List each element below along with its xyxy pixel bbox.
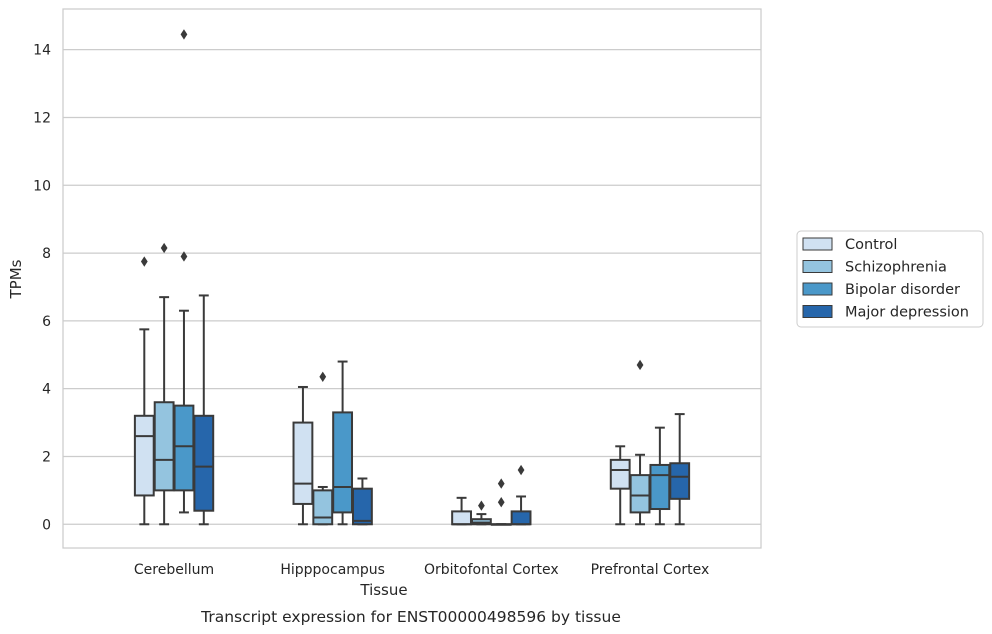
legend-swatch bbox=[802, 282, 833, 296]
x-tick-label: Hipppocampus bbox=[280, 562, 385, 578]
box-group bbox=[490, 478, 512, 526]
x-tick-label: Prefrontal Cortex bbox=[591, 562, 710, 578]
x-tick-label: Orbitofontal Cortex bbox=[424, 562, 559, 578]
box-group bbox=[173, 29, 195, 514]
legend-swatch bbox=[802, 260, 833, 273]
y-tick-label: 2 bbox=[42, 449, 51, 465]
chart-caption: Transcript expression for ENST0000049859… bbox=[200, 608, 621, 626]
y-tick-labels: 0 2 4 6 8 10 12 14 bbox=[33, 43, 51, 534]
box-group bbox=[470, 500, 492, 526]
box bbox=[153, 401, 175, 492]
x-axis-title: Tissue bbox=[359, 581, 407, 599]
box bbox=[312, 489, 334, 526]
box-group bbox=[510, 464, 532, 526]
box-group bbox=[451, 496, 472, 526]
y-tick-label: 0 bbox=[42, 517, 51, 533]
box-group bbox=[332, 360, 354, 526]
box-group bbox=[649, 426, 671, 526]
outlier-point bbox=[478, 500, 485, 511]
box bbox=[629, 474, 651, 514]
box bbox=[669, 462, 691, 500]
x-tick-label: Cerebellum bbox=[134, 562, 214, 578]
outlier-point bbox=[636, 359, 644, 371]
y-tick-label: 6 bbox=[42, 314, 51, 330]
box-group bbox=[292, 385, 314, 526]
y-tick-label: 8 bbox=[42, 246, 51, 262]
box bbox=[649, 463, 671, 511]
outlier-point bbox=[140, 256, 148, 267]
legend-swatch bbox=[802, 237, 833, 251]
plot-boxes bbox=[133, 29, 691, 526]
box-group bbox=[153, 242, 175, 526]
legend-label: Control bbox=[845, 237, 897, 253]
outlier-point bbox=[319, 371, 327, 382]
box bbox=[332, 411, 354, 514]
outlier-point bbox=[160, 242, 168, 254]
legend-label: Major depression bbox=[845, 305, 969, 321]
box bbox=[173, 404, 195, 492]
box bbox=[292, 421, 314, 505]
box-group bbox=[133, 256, 155, 526]
y-tick-label: 14 bbox=[33, 43, 51, 59]
box-group bbox=[609, 445, 631, 526]
legend-swatch bbox=[802, 305, 833, 318]
y-tick-label: 12 bbox=[33, 110, 51, 126]
legend: Control Schizophrenia Bipolar disorder Majo… bbox=[796, 230, 984, 328]
box bbox=[609, 458, 631, 490]
legend-label: Schizophrenia bbox=[845, 260, 947, 276]
x-tick-labels: Cerebellum Hipppocampus Orbitofontal Corte… bbox=[134, 562, 709, 578]
outlier-point bbox=[497, 478, 505, 489]
outlier-point bbox=[517, 464, 525, 476]
plot-area-frame bbox=[62, 8, 762, 549]
outlier-point bbox=[180, 251, 188, 262]
box bbox=[451, 510, 472, 526]
box-group bbox=[669, 413, 691, 526]
y-tick-label: 4 bbox=[42, 382, 51, 398]
box-group bbox=[352, 477, 373, 526]
box-group bbox=[312, 371, 334, 526]
box-group bbox=[629, 359, 651, 526]
legend-label: Bipolar disorder bbox=[845, 282, 960, 298]
box bbox=[510, 510, 532, 526]
outlier-point bbox=[497, 497, 505, 508]
box bbox=[193, 414, 215, 512]
outlier-point bbox=[180, 29, 188, 40]
legend-frame bbox=[796, 230, 984, 328]
y-axis-title: TPMs bbox=[7, 259, 25, 299]
box-group bbox=[193, 294, 215, 526]
box bbox=[352, 487, 373, 526]
y-tick-label: 10 bbox=[33, 178, 51, 194]
box bbox=[133, 414, 155, 497]
